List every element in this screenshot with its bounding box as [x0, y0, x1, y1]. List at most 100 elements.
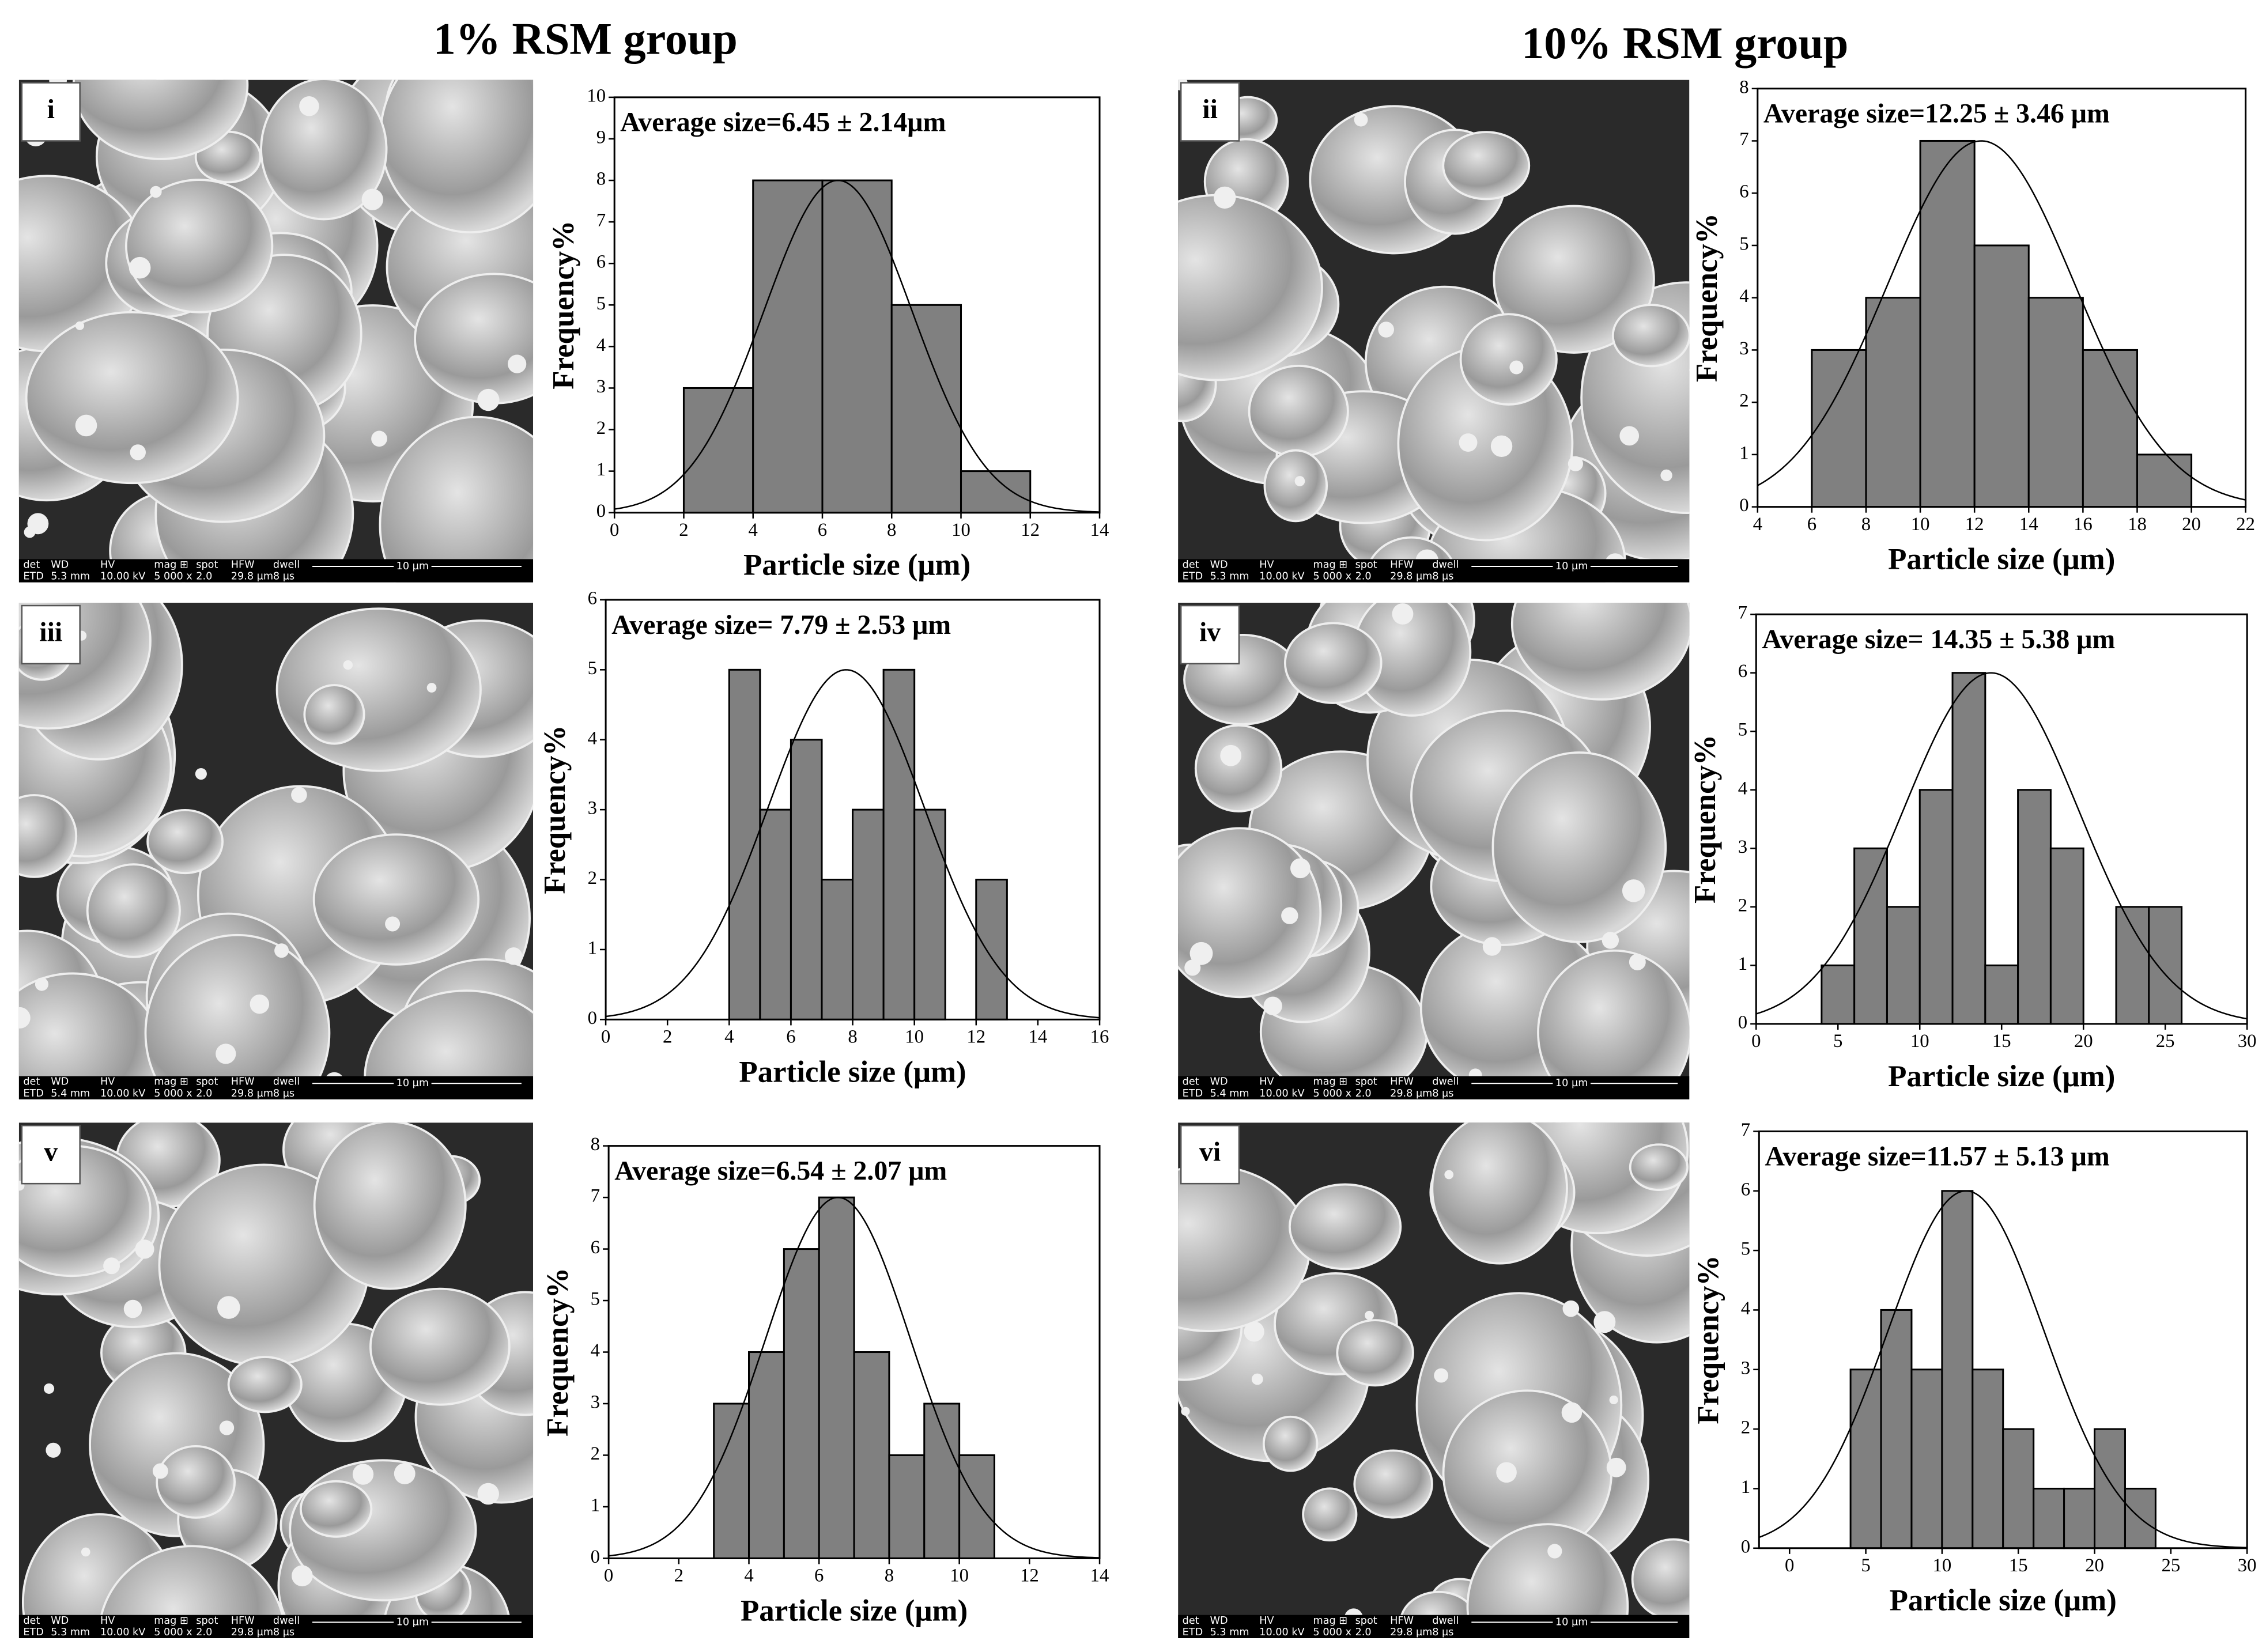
particle — [1611, 304, 1690, 368]
particle — [369, 1287, 511, 1406]
bar — [888, 1454, 926, 1559]
particle — [312, 833, 480, 966]
info-header: HFW — [1390, 559, 1414, 570]
group-title: 10% RSM group — [1521, 18, 1848, 68]
info-header: mag ⊞ — [1313, 1615, 1348, 1627]
info-value: 10.00 kV — [1259, 1627, 1304, 1638]
info-header: mag ⊞ — [154, 559, 188, 570]
x-tick-label: 10 — [951, 520, 970, 540]
y-tick-label: 6 — [591, 1237, 600, 1258]
x-tick-label: 4 — [744, 1566, 753, 1586]
particle — [18, 972, 164, 1099]
panel-label-box — [21, 1125, 81, 1185]
info-value: ETD — [1183, 571, 1203, 583]
small-particle — [1562, 1300, 1580, 1317]
info-value: 10.00 kV — [1259, 1088, 1304, 1099]
info-header: spot — [1355, 559, 1377, 570]
info-value: 2.0 — [1355, 571, 1372, 583]
small-particle — [352, 1464, 374, 1485]
info-value: 8 µs — [273, 1088, 294, 1099]
panel-label: ii — [1202, 94, 1218, 124]
small-particle — [27, 513, 49, 535]
y-tick-label: 6 — [596, 252, 606, 273]
x-tick-label: 5 — [1861, 1555, 1870, 1576]
y-tick-label: 5 — [1738, 720, 1747, 740]
x-axis-label: Particle size (μm) — [741, 1594, 968, 1627]
panel-label: iii — [39, 617, 62, 647]
y-tick-label: 8 — [591, 1134, 600, 1155]
small-particle — [1378, 322, 1395, 338]
x-axis-label: Particle size (μm) — [1890, 1584, 2117, 1617]
small-particle — [1354, 112, 1368, 127]
x-tick-label: 6 — [786, 1027, 795, 1048]
info-header: spot — [196, 559, 218, 570]
bar — [2082, 349, 2138, 508]
x-tick-label: 20 — [2182, 514, 2201, 535]
bar — [1880, 1309, 1913, 1549]
y-tick-label: 3 — [588, 798, 597, 819]
bar — [1853, 847, 1888, 1025]
x-tick-label: 8 — [848, 1027, 857, 1048]
small-particle — [75, 321, 85, 330]
small-particle — [43, 1383, 55, 1394]
x-tick-label: 2 — [674, 1566, 683, 1586]
particle — [313, 1122, 467, 1290]
scale-bar-label: 10 µm — [396, 1616, 429, 1628]
panel-label: iv — [1199, 617, 1221, 647]
particle — [156, 1445, 236, 1519]
info-value: 2.0 — [196, 1088, 212, 1099]
y-tick-label: 5 — [596, 293, 606, 314]
x-tick-label: 18 — [2128, 514, 2147, 535]
info-value: 10.00 kV — [100, 571, 145, 583]
particle — [144, 933, 331, 1099]
y-tick-label: 4 — [588, 728, 597, 748]
plot-frame — [1758, 1130, 2248, 1549]
y-tick-label: 1 — [591, 1495, 600, 1515]
x-tick-label: 30 — [2238, 1555, 2257, 1576]
small-particle — [1547, 1544, 1562, 1559]
x-axis-label: Particle size (μm) — [743, 549, 970, 582]
y-tick-label: 10 — [587, 85, 606, 106]
bar — [958, 1454, 995, 1559]
small-particle — [1365, 1310, 1374, 1320]
info-header: det — [23, 1076, 40, 1088]
particle — [1248, 364, 1349, 458]
small-particle — [1392, 603, 1414, 625]
group-title: 1% RSM group — [433, 14, 738, 64]
particle — [146, 809, 224, 875]
y-tick-label: 4 — [596, 335, 606, 356]
small-particle — [129, 256, 151, 279]
x-tick-label: 12 — [966, 1027, 985, 1048]
fit-curve — [1757, 140, 2246, 501]
info-header: HV — [100, 1615, 115, 1627]
small-particle — [217, 1296, 240, 1319]
info-value: 2.0 — [1355, 1627, 1372, 1638]
small-particle — [216, 1044, 236, 1064]
info-header: HV — [1259, 1615, 1274, 1627]
annotation: Average size=6.54 ± 2.07 μm — [614, 1155, 947, 1186]
x-tick-label: 15 — [2009, 1555, 2028, 1576]
y-tick-label: 7 — [596, 210, 606, 231]
small-particle — [1251, 1373, 1263, 1385]
x-tick-label: 4 — [1753, 514, 1762, 535]
info-header: mag ⊞ — [1313, 559, 1348, 570]
y-tick-label: 5 — [1741, 1239, 1750, 1260]
info-value: 8 µs — [273, 1627, 294, 1638]
x-tick-label: 8 — [885, 1566, 894, 1586]
info-header: det — [1183, 559, 1199, 570]
x-tick-label: 8 — [887, 520, 896, 540]
bar — [821, 879, 854, 1020]
small-particle — [1189, 942, 1213, 965]
scale-bar-gap — [1553, 560, 1591, 573]
info-header: dwell — [273, 559, 300, 570]
small-particle — [75, 414, 97, 437]
small-particle — [505, 947, 523, 965]
x-tick-label: 14 — [1090, 520, 1109, 540]
y-tick-label: 0 — [596, 501, 606, 521]
bar — [2027, 297, 2084, 508]
small-particle — [1263, 996, 1282, 1015]
y-tick-label: 0 — [1741, 1536, 1750, 1557]
small-particle — [1490, 435, 1513, 458]
bar — [1951, 672, 1986, 1025]
y-tick-label: 7 — [591, 1186, 600, 1207]
